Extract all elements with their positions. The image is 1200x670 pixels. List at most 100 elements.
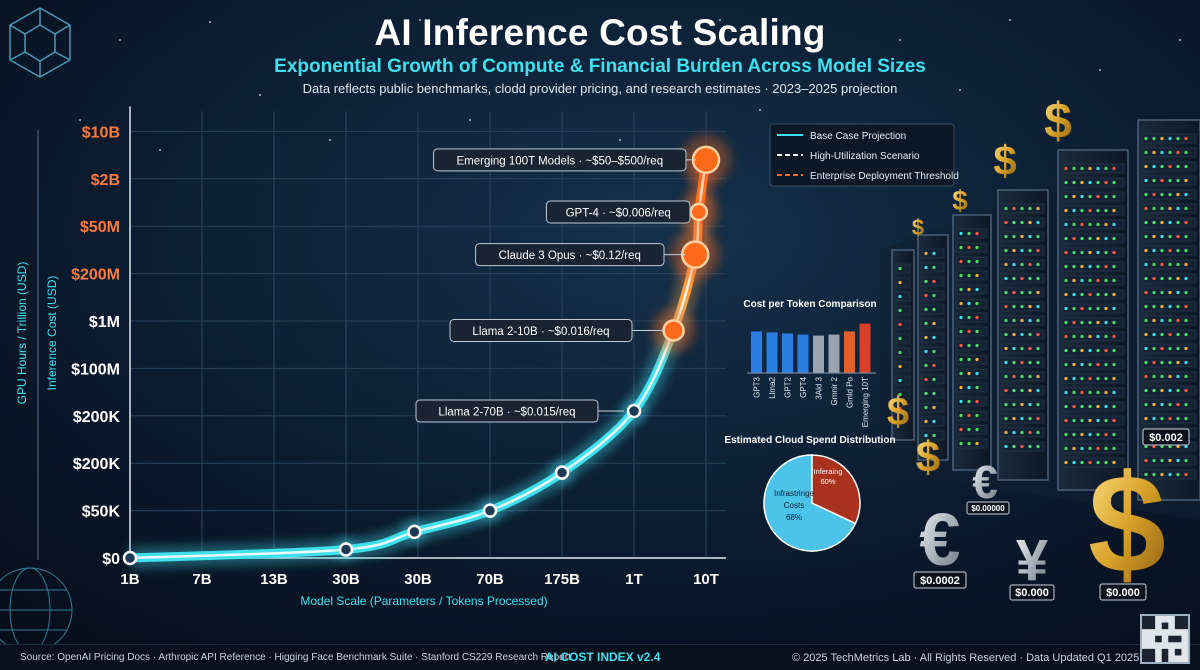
server-slot	[895, 403, 911, 414]
annotations: Emerging 100T Models · ~$50–$500/req GPT-…	[415, 148, 696, 423]
server-led	[1144, 150, 1148, 155]
server-led	[959, 371, 963, 376]
server-led	[924, 307, 928, 312]
server-led	[1028, 388, 1032, 393]
server-led	[1028, 360, 1032, 365]
server-led	[975, 371, 979, 376]
server-led	[1064, 432, 1068, 437]
server-led	[975, 231, 979, 236]
server-led	[1160, 332, 1164, 337]
server-led	[1112, 180, 1116, 185]
server-led	[1096, 432, 1100, 437]
server-led	[959, 385, 963, 390]
server-led	[1160, 346, 1164, 351]
server-led	[1004, 402, 1008, 407]
x-axis-label: Model Scale (Parameters / Tokens Process…	[300, 594, 547, 608]
bar	[751, 331, 762, 373]
server-led	[1088, 432, 1092, 437]
server-led	[1080, 390, 1084, 395]
server-led	[1004, 332, 1008, 337]
server-led	[1028, 234, 1032, 239]
server-led	[1176, 304, 1180, 309]
server-led	[1160, 360, 1164, 365]
server-led	[975, 357, 979, 362]
bar	[813, 335, 824, 373]
server-led	[1064, 194, 1068, 199]
server-slot	[895, 263, 911, 274]
server-led	[1184, 290, 1188, 295]
server-led	[1088, 362, 1092, 367]
server-led	[1112, 320, 1116, 325]
server-led	[1144, 304, 1148, 309]
cloud-spend-pie-chart: Estimated Cloud Spend Distribution Infras…	[724, 435, 896, 552]
dollar-icon: $	[1044, 93, 1072, 149]
server-led	[1144, 276, 1148, 281]
server-led	[959, 357, 963, 362]
server-led	[1112, 418, 1116, 423]
server-led	[1144, 318, 1148, 323]
server-led	[959, 441, 963, 446]
server-led	[1028, 402, 1032, 407]
server-led	[1080, 236, 1084, 241]
currency-decoration: $ $ $ $ $ $ € € ¥ $	[887, 93, 1166, 602]
server-led	[975, 245, 979, 250]
server-led	[1144, 458, 1148, 463]
y-tick-label: $0	[102, 551, 120, 568]
star	[698, 58, 702, 62]
server-led	[967, 259, 971, 264]
server-led	[1072, 404, 1076, 409]
server-led	[1144, 164, 1148, 169]
server-slot	[956, 284, 988, 295]
server-led	[1064, 376, 1068, 381]
server-led	[932, 265, 936, 270]
pie-chart-title: Estimated Cloud Spend Distribution	[724, 435, 895, 446]
server-led	[932, 293, 936, 298]
data-point	[662, 319, 685, 342]
server-led	[1184, 388, 1188, 393]
server-led	[1176, 234, 1180, 239]
server-led	[1072, 236, 1076, 241]
server-led	[1168, 444, 1172, 449]
server-led	[1004, 318, 1008, 323]
legend-box	[769, 123, 955, 187]
server-led	[1152, 360, 1156, 365]
server-racks-illustration	[880, 119, 1200, 520]
server-led	[932, 279, 936, 284]
server-led	[967, 231, 971, 236]
server-slot	[1061, 429, 1125, 440]
server-led	[1168, 150, 1172, 155]
star	[1178, 38, 1182, 42]
x-tick-label: 70B	[476, 571, 504, 588]
server-led	[975, 315, 979, 320]
x-tick-label: 30B	[404, 571, 432, 588]
server-led	[898, 364, 902, 369]
server-led	[1184, 318, 1188, 323]
server-led	[1036, 262, 1040, 267]
bar	[828, 334, 840, 373]
server-slot	[895, 361, 911, 372]
bar	[766, 332, 778, 373]
server-led	[1096, 460, 1100, 465]
pie-slice-label: 68%	[786, 513, 802, 522]
server-led	[1088, 180, 1092, 185]
server-led	[1004, 304, 1008, 309]
server-led	[1096, 180, 1100, 185]
star	[558, 28, 562, 32]
x-tick-label: 30B	[332, 571, 360, 588]
server-led	[932, 251, 936, 256]
dollar-icon: $	[916, 433, 940, 482]
server-led	[932, 419, 936, 424]
y-tick-label: $50K	[82, 504, 121, 521]
server-led	[1088, 166, 1092, 171]
server-led	[924, 405, 928, 410]
server-led	[967, 329, 971, 334]
server-led	[1036, 388, 1040, 393]
server-led	[1036, 248, 1040, 253]
server-led	[932, 405, 936, 410]
server-led	[924, 363, 928, 368]
server-led	[1104, 390, 1108, 395]
star	[78, 118, 82, 122]
server-led	[1080, 460, 1084, 465]
server-led	[967, 427, 971, 432]
